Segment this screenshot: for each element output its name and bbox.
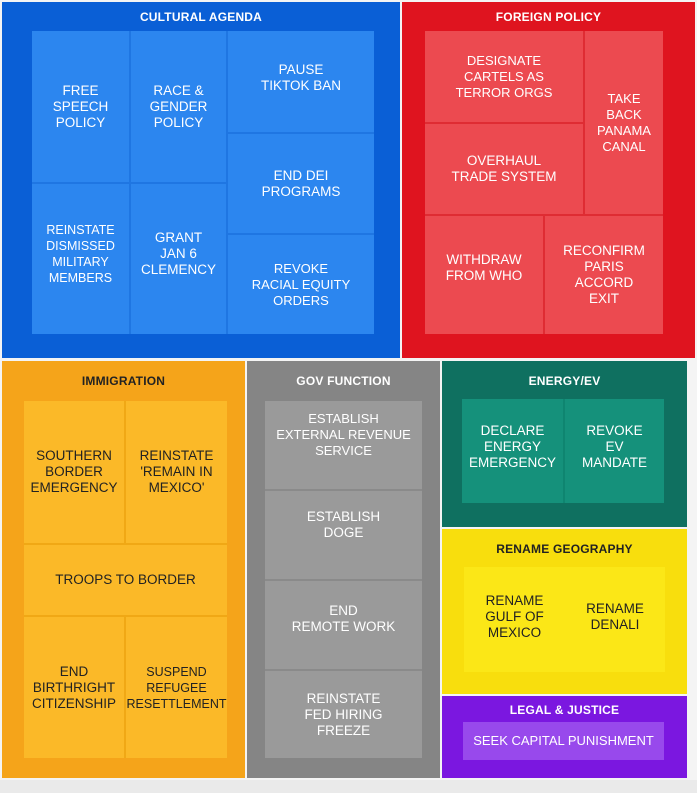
section-energy-ev: ENERGY/EV DECLARE ENERGY EMERGENCY REVOK… (442, 361, 687, 527)
item-take-back-panama-canal: TAKE BACK PANAMA CANAL (597, 90, 651, 154)
section-title: GOV FUNCTION (296, 374, 391, 388)
section-cells: RENAME GULF OF MEXICO RENAME DENALI (464, 567, 665, 672)
item-establish-doge: ESTABLISH DOGE (306, 509, 381, 540)
item-pause-tiktok-ban: PAUSE TIKTOK BAN (260, 61, 342, 93)
section-cultural-agenda: CULTURAL AGENDA FREE SPEECH POLICY RACE … (2, 2, 400, 358)
item-reconfirm-paris-accord-exit: RECONFIRM PARIS ACCORD EXIT (563, 243, 645, 306)
section-cells: FREE SPEECH POLICY RACE & GENDER POLICY … (32, 31, 374, 334)
section-title: FOREIGN POLICY (495, 10, 602, 24)
item-reinstate-remain-in-mexico: REINSTATE 'REMAIN IN MEXICO' (139, 448, 214, 495)
item-free-speech-policy: FREE SPEECH POLICY (52, 82, 109, 130)
bottom-border (0, 780, 697, 793)
item-end-remote-work: END REMOTE WORK (291, 603, 396, 634)
section-cells: ESTABLISH EXTERNAL REVENUE SERVICE ESTAB… (265, 401, 422, 758)
section-title: IMMIGRATION (81, 374, 166, 388)
item-reinstate-fed-hiring-freeze: REINSTATE FED HIRING FREEZE (304, 690, 383, 738)
section-foreign-policy: FOREIGN POLICY DESIGNATE CARTELS AS TERR… (402, 2, 695, 358)
item-grant-jan6-clemency: GRANT JAN 6 CLEMENCY (140, 230, 216, 277)
item-end-birthright-citizenship: END BIRTHRIGHT CITIZENSHIP (31, 663, 116, 711)
section-cells: SOUTHERN BORDER EMERGENCY REINSTATE 'REM… (24, 401, 227, 758)
item-seek-capital-punishment: SEEK CAPITAL PUNISHMENT (473, 733, 654, 748)
item-revoke-ev-mandate: REVOKE EV MANDATE (581, 423, 647, 470)
item-reinstate-military-members: REINSTATE DISMISSED MILITARY MEMBERS (46, 223, 115, 285)
item-end-dei-programs: END DEI PROGRAMS (261, 167, 341, 199)
item-revoke-racial-equity-orders: REVOKE RACIAL EQUITY ORDERS (251, 260, 351, 308)
item-withdraw-from-who: WITHDRAW FROM WHO (445, 252, 523, 283)
item-designate-cartels: DESIGNATE CARTELS AS TERROR ORGS (455, 52, 553, 100)
item-overhaul-trade-system: OVERHAUL TRADE SYSTEM (451, 153, 557, 184)
item-declare-energy-emergency: DECLARE ENERGY EMERGENCY (468, 423, 556, 470)
section-cells: DESIGNATE CARTELS AS TERROR ORGS TAKE BA… (425, 31, 663, 334)
section-title: LEGAL & JUSTICE (509, 703, 620, 717)
item-southern-border-emergency: SOUTHERN BORDER EMERGENCY (30, 448, 118, 495)
section-legal-justice: LEGAL & JUSTICE SEEK CAPITAL PUNISHMENT (442, 696, 687, 778)
section-title: ENERGY/EV (528, 374, 601, 388)
item-establish-external-revenue-service: ESTABLISH EXTERNAL REVENUE SERVICE (276, 411, 411, 458)
item-rename-denali: RENAME DENALI (586, 600, 644, 632)
section-immigration: IMMIGRATION SOUTHERN BORDER EMERGENCY RE… (2, 361, 245, 778)
section-title: CULTURAL AGENDA (139, 10, 263, 24)
section-title: RENAME GEOGRAPHY (496, 542, 633, 556)
item-race-gender-policy: RACE & GENDER POLICY (149, 82, 208, 130)
section-cells: SEEK CAPITAL PUNISHMENT (463, 722, 664, 760)
section-gov-function: GOV FUNCTION ESTABLISH EXTERNAL REVENUE … (247, 361, 440, 778)
item-suspend-refugee-resettlement: SUSPEND REFUGEE RESETTLEMENT (126, 664, 227, 711)
section-cells: DECLARE ENERGY EMERGENCY REVOKE EV MANDA… (462, 399, 664, 503)
item-rename-gulf-of-mexico: RENAME GULF OF MEXICO (485, 592, 544, 640)
section-rename-geography: RENAME GEOGRAPHY RENAME GULF OF MEXICO R… (442, 529, 687, 694)
item-troops-to-border: TROOPS TO BORDER (55, 572, 196, 587)
